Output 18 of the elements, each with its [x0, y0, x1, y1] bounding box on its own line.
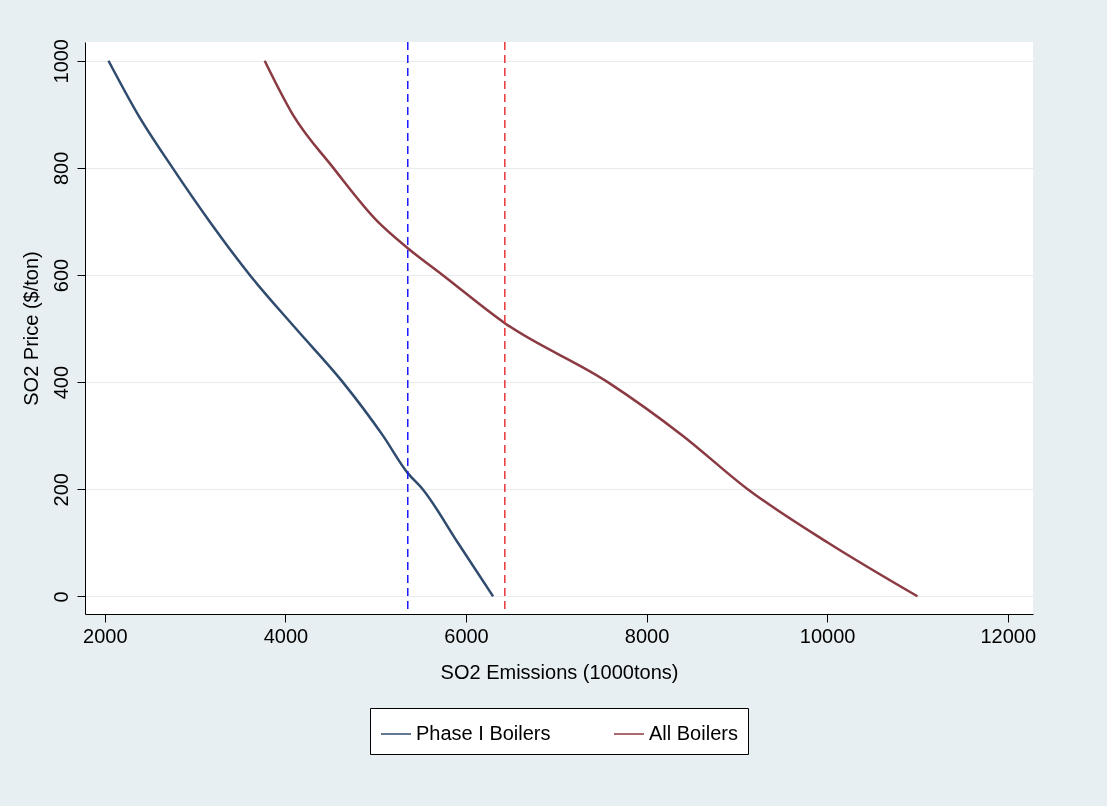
y-tick-label: 1000: [49, 39, 72, 84]
line-series: [263, 59, 919, 598]
x-tick-label: 10000: [799, 624, 856, 647]
y-tick-label: 600: [49, 258, 72, 293]
y-tick-label: 200: [49, 473, 72, 507]
y-tick-label: 400: [49, 365, 72, 400]
x-tick-label: 12000: [980, 624, 1037, 647]
x-tick-label: 4000: [263, 624, 309, 647]
x-tick-label: 2000: [83, 624, 128, 647]
x-tick-label: 8000: [624, 624, 670, 647]
y-tick-label: 0: [49, 591, 72, 603]
x-axis-title: SO2 Emissions (1000tons): [440, 660, 679, 683]
legend-label: Phase I Boilers: [416, 722, 551, 744]
legend-label: All Boilers: [649, 722, 738, 744]
line-series: [107, 59, 495, 598]
x-tick-label: 6000: [444, 624, 489, 647]
y-tick-label: 800: [49, 151, 72, 186]
y-axis-title: SO2 Price ($/ton): [19, 251, 42, 406]
